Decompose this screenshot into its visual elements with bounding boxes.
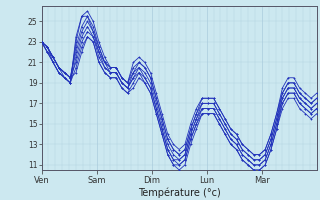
X-axis label: Température (°c): Température (°c) — [138, 187, 220, 198]
